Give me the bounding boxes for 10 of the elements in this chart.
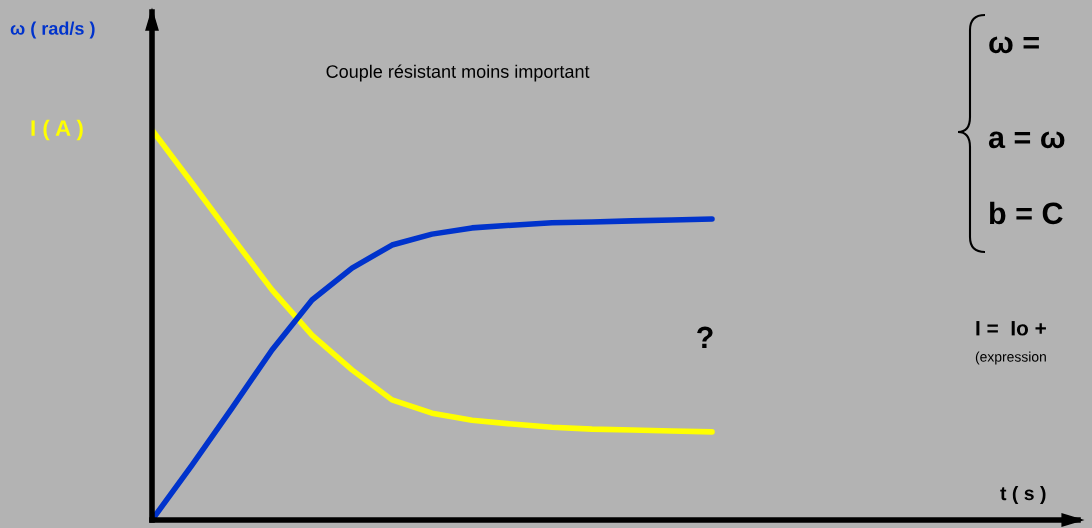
text: a = ω — [988, 131, 1065, 149]
text: ω = — [989, 36, 1039, 54]
chart-title: Couple résistant moins important — [326, 64, 590, 82]
text: I = Io + — [976, 321, 1046, 336]
annotation: ? — [697, 326, 713, 348]
text: t ( s ) — [1000, 485, 1046, 505]
text: b = C — [990, 201, 1063, 225]
text: ω ( rad/s ) — [10, 21, 95, 39]
text: I ( A ) — [31, 119, 83, 141]
text: (expression — [975, 351, 1046, 365]
